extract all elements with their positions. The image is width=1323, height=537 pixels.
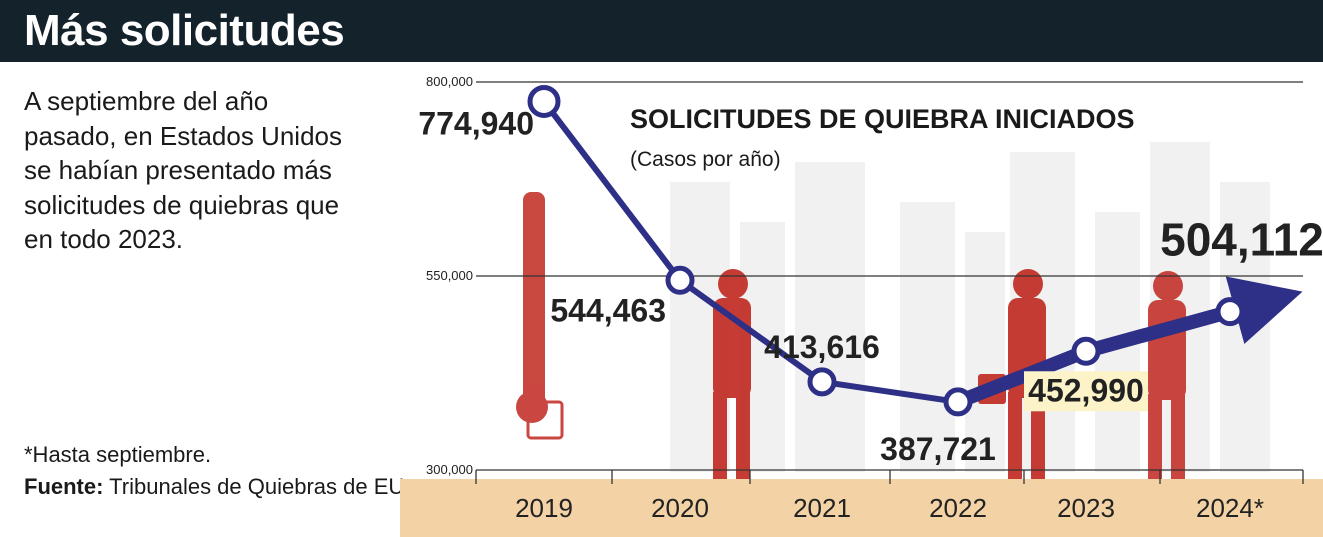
data-label: 544,463 <box>550 292 666 328</box>
y-tick-label: 800,000 <box>426 74 473 89</box>
chart-title: SOLICITUDES DE QUIEBRA INICIADOS <box>630 104 1135 134</box>
data-label: 452,990 <box>1028 372 1144 408</box>
data-labels: 774,940 544,463 413,616 387,721 452,990 504,1… <box>418 105 1323 466</box>
data-label: 413,616 <box>764 329 880 365</box>
y-tick-label: 300,000 <box>426 462 473 477</box>
data-label-highlight <box>1024 371 1148 412</box>
data-point <box>665 265 695 295</box>
page-title: Más solicitudes <box>24 6 345 55</box>
source-label: Fuente: <box>24 474 104 499</box>
x-axis: 2019 2020 2021 2022 2023 2024* <box>475 470 1304 523</box>
data-label: 504,112 <box>1160 214 1323 266</box>
y-axis: 800,000 550,000 300,000 <box>426 74 473 477</box>
data-point <box>1215 297 1245 327</box>
source-credit: Fuente: Tribunales de Quiebras de EU <box>24 472 404 501</box>
data-label: 774,940 <box>418 105 534 141</box>
source-value: Tribunales de Quiebras de EU <box>109 474 405 499</box>
x-tick-label: 2021 <box>793 493 851 523</box>
series-solicitudes <box>527 84 1303 417</box>
x-tick-label: 2024* <box>1196 493 1264 523</box>
x-axis-band <box>400 479 1323 537</box>
lede-text: A septiembre del año pasado, en Estados … <box>24 86 342 254</box>
series-line <box>541 99 959 405</box>
figure-walking-1 <box>713 269 751 482</box>
data-point <box>807 367 837 397</box>
data-point <box>943 387 973 417</box>
footnote: *Hasta septiembre. <box>24 442 212 467</box>
x-tick-label: 2023 <box>1057 493 1115 523</box>
x-tick-label: 2020 <box>651 493 709 523</box>
figure-upside-down <box>516 192 564 440</box>
data-point <box>527 84 561 118</box>
y-tick-label: 550,000 <box>426 268 473 283</box>
x-tick-label: 2019 <box>515 493 573 523</box>
data-point <box>1071 336 1101 366</box>
data-label: 387,721 <box>880 431 996 467</box>
header-bar: Más solicitudes <box>0 0 1323 62</box>
x-tick-label: 2022 <box>929 493 987 523</box>
chart-subtitle: (Casos por año) <box>630 148 781 171</box>
